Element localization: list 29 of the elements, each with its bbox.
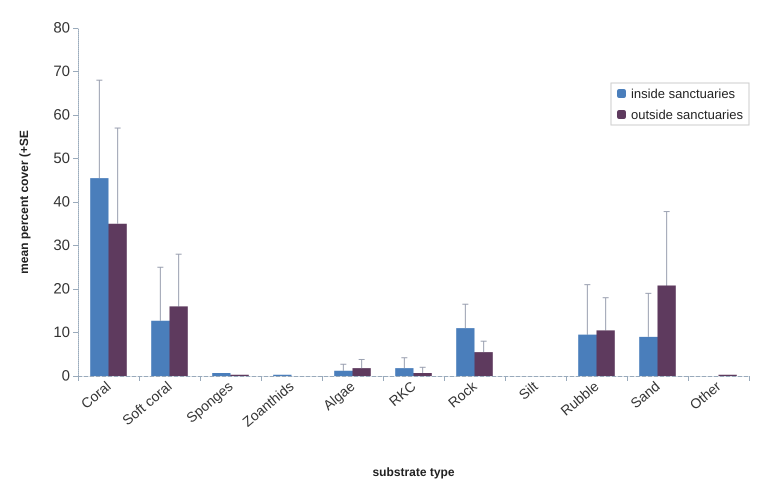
y-tick-label: 0: [62, 368, 70, 384]
y-tick-label: 80: [53, 20, 70, 36]
bar: [639, 336, 658, 376]
x-axis-title: substrate type: [372, 465, 455, 479]
y-tick-label: 20: [53, 280, 70, 298]
bar: [474, 352, 493, 376]
bar: [334, 370, 352, 376]
bar: [352, 368, 371, 376]
bar: [658, 286, 676, 376]
bar: [395, 368, 414, 376]
x-tick-label: Silt: [515, 378, 541, 403]
y-tick-label: 60: [53, 106, 70, 124]
bar: [578, 334, 596, 376]
legend-label: outside sanctuaries: [630, 107, 744, 122]
bar: [414, 372, 432, 376]
bar: [170, 306, 188, 376]
y-tick-label: 50: [53, 150, 70, 167]
y-axis-title: mean percent cover (+SE: [17, 130, 31, 274]
bar: [596, 330, 615, 376]
y-tick-label: 40: [53, 194, 70, 210]
y-tick-label: 10: [53, 324, 70, 341]
legend-label: inside sanctuaries: [630, 86, 736, 101]
bar: [108, 224, 127, 376]
bar: [151, 320, 170, 376]
y-tick-label: 70: [53, 63, 70, 80]
y-tick-label: 30: [53, 237, 70, 254]
bar: [456, 328, 474, 376]
bar: [90, 178, 108, 376]
bar: [212, 372, 230, 376]
